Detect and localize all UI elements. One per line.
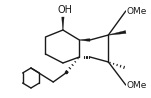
Text: OH: OH	[57, 5, 72, 15]
Polygon shape	[62, 17, 64, 30]
Polygon shape	[79, 39, 90, 41]
Polygon shape	[108, 30, 126, 35]
Text: OMe: OMe	[127, 6, 147, 15]
Text: OMe: OMe	[127, 80, 147, 89]
